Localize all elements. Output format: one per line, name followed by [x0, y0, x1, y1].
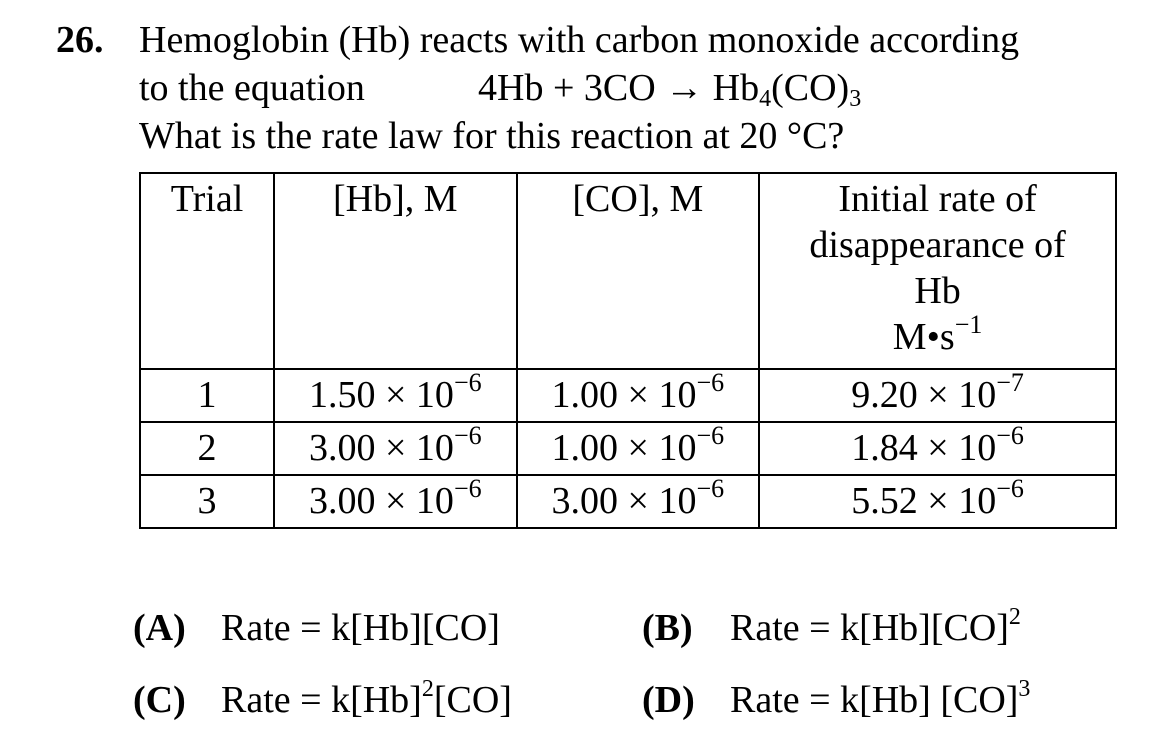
- choice-c[interactable]: (C) Rate = k[Hb]2[CO]: [133, 676, 512, 722]
- cell-hb: 1.50 × 10−6: [273, 368, 518, 423]
- cell-hb-mantissa: 1.50 × 10: [309, 374, 454, 416]
- cell-co-exponent: −6: [696, 368, 725, 397]
- header-rate-unit: M•s−1: [760, 312, 1115, 360]
- equation-lhs: 4Hb + 3CO → Hb: [478, 67, 760, 109]
- chemical-equation: 4Hb + 3CO → Hb4(CO)3: [478, 66, 861, 121]
- cell-trial: 2: [138, 421, 276, 476]
- choice-c-text-pre: Rate = k[Hb]: [221, 679, 422, 721]
- choice-d-exponent: 3: [1018, 676, 1031, 702]
- equation-subscript-3: 3: [849, 86, 862, 112]
- cell-hb-mantissa: 3.00 × 10: [309, 480, 454, 522]
- cell-rate-exponent: −7: [996, 368, 1024, 397]
- cell-rate-exponent: −6: [996, 474, 1024, 503]
- table-row: 2 3.00 × 10−6 1.00 × 10−6 1.84 × 10−6: [138, 421, 1117, 476]
- header-initial-rate: Initial rate of disappearance of Hb M•s−…: [758, 172, 1117, 370]
- cell-rate-mantissa: 1.84 × 10: [851, 427, 997, 469]
- choice-a[interactable]: (A) Rate = k[Hb][CO]: [133, 606, 500, 650]
- cell-rate: 1.84 × 10−6: [758, 421, 1117, 476]
- cell-co: 1.00 × 10−6: [515, 421, 761, 476]
- cell-co-mantissa: 1.00 × 10: [551, 427, 697, 469]
- cell-hb-exponent: −6: [453, 421, 482, 450]
- choice-a-letter: (A): [133, 607, 186, 649]
- question-line-2: to the equation: [139, 67, 365, 109]
- cell-hb-exponent: −6: [453, 474, 482, 503]
- cell-hb: 3.00 × 10−6: [273, 474, 518, 529]
- data-table: Trial [Hb], M [CO], M Initial rate of di…: [138, 172, 1117, 529]
- cell-rate-mantissa: 9.20 × 10: [851, 374, 997, 416]
- cell-rate: 5.52 × 10−6: [758, 474, 1117, 529]
- choice-c-letter: (C): [133, 679, 186, 721]
- table-row: 1 1.50 × 10−6 1.00 × 10−6 9.20 × 10−7: [138, 368, 1117, 423]
- choice-d-text: Rate = k[Hb] [CO]: [730, 679, 1019, 721]
- header-co: [CO], M: [515, 172, 761, 370]
- choice-b-text: Rate = k[Hb][CO]: [730, 607, 1009, 649]
- table-header-row: Trial [Hb], M [CO], M Initial rate of di…: [138, 172, 1117, 370]
- cell-hb: 3.00 × 10−6: [273, 421, 518, 476]
- choice-c-text-post: [CO]: [433, 679, 512, 721]
- question-line-3: What is the rate law for this reaction a…: [139, 115, 845, 157]
- cell-trial: 1: [138, 368, 276, 423]
- question-number: 26.: [56, 19, 104, 61]
- header-rate-line-3: Hb: [914, 270, 961, 312]
- cell-hb-exponent: −6: [453, 368, 482, 397]
- cell-co: 3.00 × 10−6: [515, 474, 761, 529]
- cell-co-exponent: −6: [696, 474, 725, 503]
- choice-d[interactable]: (D) Rate = k[Hb] [CO]3: [642, 676, 1031, 722]
- rate-unit-exponent: −1: [954, 310, 983, 339]
- header-trial: Trial: [138, 172, 276, 370]
- choice-d-letter: (D): [642, 679, 695, 721]
- equation-subscript-4: 4: [759, 86, 772, 112]
- cell-co: 1.00 × 10−6: [515, 368, 761, 423]
- cell-rate-mantissa: 5.52 × 10: [851, 480, 997, 522]
- question-line-1: Hemoglobin (Hb) reacts with carbon monox…: [139, 19, 1020, 61]
- header-rate-line-2: disappearance of: [809, 224, 1066, 266]
- choice-b-exponent: 2: [1008, 604, 1021, 630]
- choice-b[interactable]: (B) Rate = k[Hb][CO]2: [642, 604, 1021, 650]
- header-hb: [Hb], M: [273, 172, 518, 370]
- table-row: 3 3.00 × 10−6 3.00 × 10−6 5.52 × 10−6: [138, 474, 1117, 529]
- cell-hb-mantissa: 3.00 × 10: [309, 427, 454, 469]
- cell-trial: 3: [138, 474, 276, 529]
- choice-b-letter: (B): [642, 607, 693, 649]
- equation-co-group: (CO): [771, 67, 850, 109]
- cell-co-exponent: −6: [696, 421, 725, 450]
- cell-co-mantissa: 1.00 × 10: [551, 374, 697, 416]
- cell-rate-exponent: −6: [996, 421, 1024, 450]
- rate-unit-base: M•s: [892, 316, 955, 358]
- choice-c-exponent: 2: [421, 676, 434, 702]
- cell-co-mantissa: 3.00 × 10: [551, 480, 697, 522]
- header-rate-line-1: Initial rate of: [838, 178, 1037, 220]
- choice-a-text: Rate = k[Hb][CO]: [221, 607, 500, 649]
- cell-rate: 9.20 × 10−7: [758, 368, 1117, 423]
